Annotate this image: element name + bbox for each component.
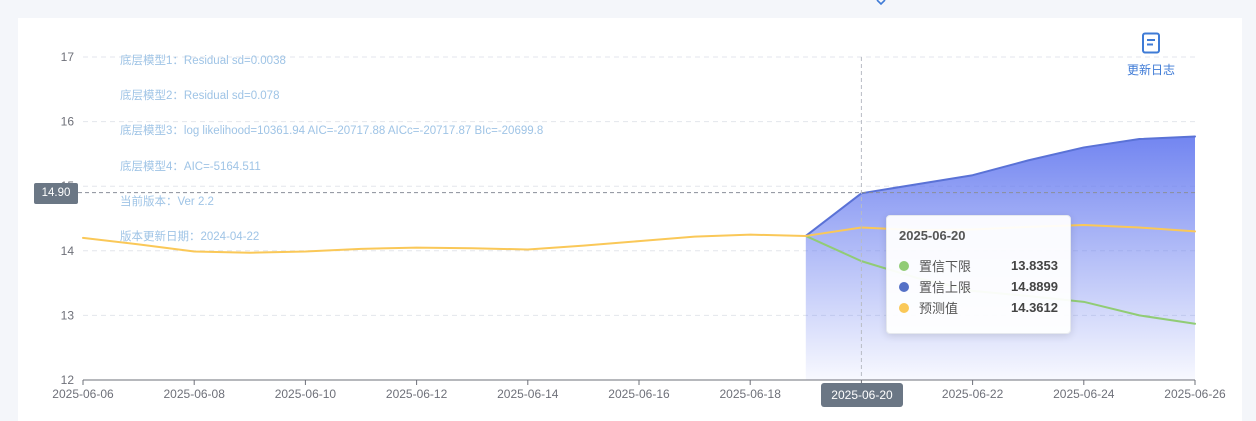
chevron-down-icon xyxy=(876,0,886,6)
info-line-model3: 底层模型3：log likelihood=10361.94 AIC=-20717… xyxy=(120,125,544,137)
x-tick-label: 2025-06-14 xyxy=(497,387,559,401)
chart-tooltip: 2025-06-20 置信下限 13.8353 置信上限 14.8899 预测值… xyxy=(886,215,1071,334)
y-tick-label: 17 xyxy=(61,50,75,64)
axes: 1213141516172025-06-062025-06-082025-06-… xyxy=(52,50,1226,401)
crosshair-y-label: 14.90 xyxy=(34,183,78,204)
tooltip-row-name: 预测值 xyxy=(919,301,959,316)
series-line-upper xyxy=(804,135,1196,237)
tooltip-row-name: 置信下限 xyxy=(919,259,972,274)
x-tick-label: 2025-06-08 xyxy=(164,387,226,401)
info-line-model2: 底层模型2：Residual sd=0.078 xyxy=(120,90,280,102)
tooltip-row-forecast: 预测值 14.3612 xyxy=(899,297,1058,318)
legend-dot-upper xyxy=(899,281,909,292)
tooltip-date: 2025-06-20 xyxy=(899,228,966,243)
y-tick-label: 13 xyxy=(61,308,75,322)
info-line-update-date: 版本更新日期：2024-04-22 xyxy=(120,231,260,243)
x-tick-label: 2025-06-22 xyxy=(942,387,1004,401)
y-tick-label: 16 xyxy=(61,115,75,129)
x-tick-label: 2025-06-16 xyxy=(608,387,670,401)
info-line-model1: 底层模型1：Residual sd=0.0038 xyxy=(120,55,286,67)
info-line-version: 当前版本：Ver 2.2 xyxy=(120,196,214,208)
x-tick-label: 2025-06-06 xyxy=(52,387,114,401)
x-tick-label: 2025-06-10 xyxy=(275,387,337,401)
x-tick-label: 2025-06-26 xyxy=(1164,387,1226,401)
y-tick-label: 14 xyxy=(61,244,75,258)
tooltip-row-value: 14.3612 xyxy=(1011,300,1058,315)
crosshair-x-label: 2025-06-20 xyxy=(821,383,903,407)
y-tick-label: 12 xyxy=(61,373,75,387)
tooltip-row-name: 置信上限 xyxy=(919,280,972,295)
tooltip-row-value: 13.8353 xyxy=(1011,258,1058,273)
changelog-label: 更新日志 xyxy=(1126,63,1175,77)
legend-dot-lower xyxy=(899,260,909,271)
info-line-model4: 底层模型4：AIC=-5164.511 xyxy=(120,161,261,173)
legend-dot-forecast xyxy=(899,302,909,313)
document-list-icon xyxy=(1142,32,1160,54)
tooltip-row-upper: 置信上限 14.8899 xyxy=(899,276,1058,297)
tooltip-row-value: 14.8899 xyxy=(1011,279,1058,294)
x-tick-label: 2025-06-18 xyxy=(720,387,782,401)
x-tick-label: 2025-06-12 xyxy=(386,387,448,401)
crosshair xyxy=(78,57,1195,380)
x-tick-label: 2025-06-24 xyxy=(1053,387,1115,401)
changelog-button[interactable]: 更新日志 xyxy=(1120,32,1182,78)
tooltip-row-lower: 置信下限 13.8353 xyxy=(899,255,1058,276)
